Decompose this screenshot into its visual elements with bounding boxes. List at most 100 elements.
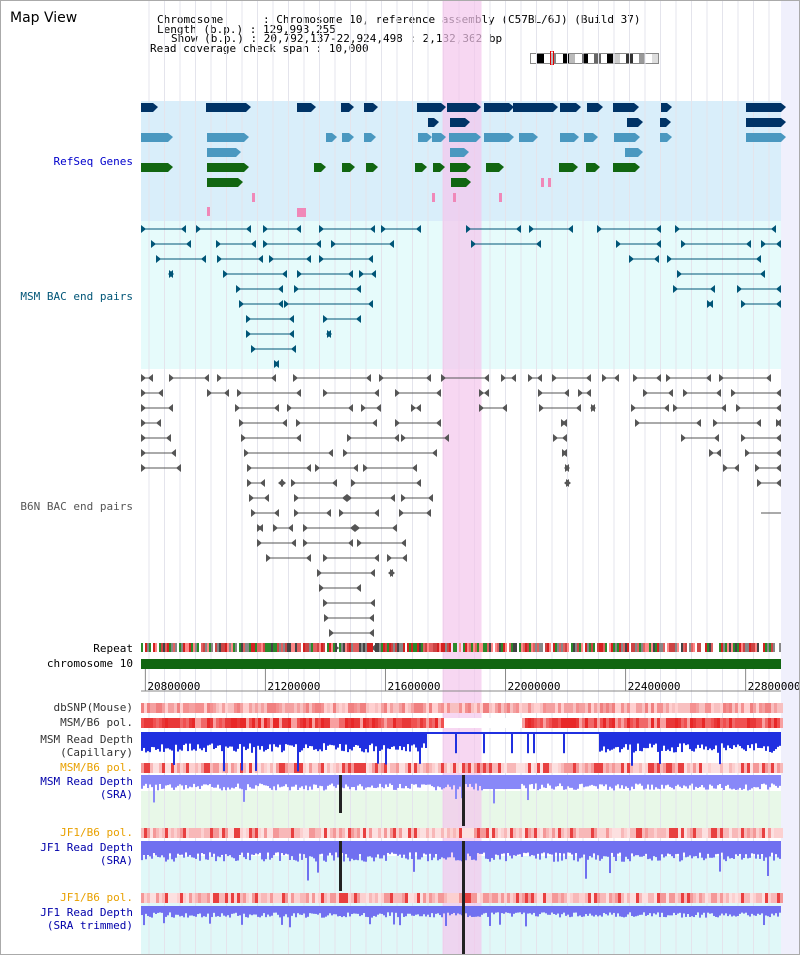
dbsnp-variant xyxy=(144,703,147,713)
msm-bac-pair-end xyxy=(681,240,686,248)
jf1-sra-depth-bar xyxy=(539,841,541,860)
jf1-trim-depth-bar xyxy=(773,906,775,916)
msm-b6-polymorphism xyxy=(690,763,693,773)
msm-sra-depth-bar xyxy=(679,775,681,787)
chromosome-label: chromosome 10 xyxy=(46,657,133,670)
msm-capillary-depth-bar xyxy=(163,732,165,752)
jf1-b6-polymorphism xyxy=(534,893,537,903)
msm-sra-depth-bar xyxy=(421,775,423,785)
jf1-b6-polymorphism xyxy=(222,893,225,903)
msm-b6-polymorphism xyxy=(666,718,669,728)
info-sep: : xyxy=(249,23,257,36)
msm-bac-pair-end xyxy=(223,270,228,278)
msm-b6-polymorphism xyxy=(327,718,330,728)
msm-capillary-depth-bar xyxy=(293,732,295,747)
repeat-feature xyxy=(529,643,531,652)
msm-b6-polymorphism xyxy=(639,718,642,728)
msm-depth-sra-label[interactable]: MSM Read Depth (SRA) xyxy=(40,775,133,801)
jf1-sra-depth-bar xyxy=(451,841,453,853)
msm-sra-depth-bar xyxy=(613,775,615,791)
msm-depth-capillary-label[interactable]: MSM Read Depth (Capillary) xyxy=(40,733,133,759)
jf1-trim-depth-bar xyxy=(523,906,525,913)
jf1-sra-depth-bar xyxy=(707,841,709,854)
b6n-bac-pair-end xyxy=(274,404,279,412)
repeat-feature xyxy=(243,643,245,652)
jf1-pol2-label[interactable]: JF1/B6 pol. xyxy=(60,891,133,904)
repeat-feature xyxy=(343,643,345,652)
b6n-bac-pair-end xyxy=(207,389,212,397)
b6n-bac-pair-end xyxy=(141,389,146,397)
jf1-b6-polymorphism xyxy=(603,893,606,903)
jf1-b6-polymorphism xyxy=(360,828,363,838)
jf1-sra-depth-bar xyxy=(485,841,487,859)
msm-capillary-depth-bar xyxy=(177,732,179,752)
jf1-trim-depth-bar xyxy=(745,906,747,913)
dbsnp-label[interactable]: dbSNP(Mouse) xyxy=(53,701,133,714)
msm-capillary-depth-bar xyxy=(751,732,753,745)
jf1-sra-depth-bar xyxy=(543,841,545,853)
msm-sra-depth-bar xyxy=(585,775,587,787)
jf1-b6-polymorphism xyxy=(330,893,333,903)
jf1-sra-depth-bar xyxy=(281,841,283,854)
msm-b6-polymorphism xyxy=(513,718,516,728)
msm-capillary-depth-bar xyxy=(521,732,523,734)
jf1-sra-depth-bar xyxy=(617,841,619,854)
msm-capillary-depth-bar xyxy=(453,732,455,734)
repeat-feature xyxy=(269,643,271,652)
msm-b6-pol-label[interactable]: MSM/B6 pol. xyxy=(60,716,133,729)
repeat-feature xyxy=(389,643,391,652)
jf1-b6-polymorphism xyxy=(507,828,510,838)
jf1-b6-polymorphism xyxy=(582,893,585,903)
msm-depth-capillary-label-2: (Capillary) xyxy=(60,746,133,759)
msm-capillary-depth-bar xyxy=(741,732,743,749)
msm-sra-depth-bar xyxy=(179,775,181,785)
msm-sra-depth-bar xyxy=(663,775,665,789)
msm-capillary-depth-bar xyxy=(175,732,177,745)
jf1-sra-depth-bar xyxy=(267,841,269,853)
msm-sra-depth-bar xyxy=(383,775,385,789)
jf1-trim-depth-bar xyxy=(209,906,211,924)
b6n-bac-pair-end xyxy=(392,524,397,532)
dbsnp-variant xyxy=(177,703,180,713)
msm-b6-polymorphism xyxy=(198,763,201,773)
msm-capillary-depth-bar xyxy=(279,732,281,745)
msm-sra-depth-bar xyxy=(453,775,455,786)
jf1-sra-depth-bar xyxy=(297,841,299,862)
jf1-b6-polymorphism xyxy=(213,893,216,903)
msm-capillary-depth-bar xyxy=(547,732,549,734)
jf1-pol-label[interactable]: JF1/B6 pol. xyxy=(60,826,133,839)
repeat-feature xyxy=(753,643,755,652)
jf1-b6-polymorphism xyxy=(414,828,417,838)
dbsnp-variant xyxy=(162,703,165,713)
msm-capillary-depth-bar xyxy=(215,732,217,748)
b6n-bac-label[interactable]: B6N BAC end pairs xyxy=(20,500,133,513)
jf1-sra-depth-bar xyxy=(365,841,367,862)
msm-b6-polymorphism xyxy=(228,718,231,728)
b6n-bac-pair-end xyxy=(502,404,507,412)
repeat-feature xyxy=(667,643,669,652)
msm-capillary-depth-bar xyxy=(765,732,767,751)
msm-b6-polymorphism xyxy=(357,763,360,773)
msm-b6-polymorphism xyxy=(483,718,486,728)
msm-bac-label[interactable]: MSM BAC end pairs xyxy=(20,290,133,303)
jf1-trim-depth-bar xyxy=(601,906,603,917)
repeat-feature xyxy=(429,643,431,652)
repeat-feature xyxy=(663,643,665,652)
msm-b6-pol2-label[interactable]: MSM/B6 pol. xyxy=(60,761,133,774)
jf1-depth-sra-label[interactable]: JF1 Read Depth (SRA) xyxy=(40,841,133,867)
jf1-depth-trim-label[interactable]: JF1 Read Depth (SRA trimmed) xyxy=(40,906,133,932)
msm-b6-polymorphism xyxy=(363,718,366,728)
msm-capillary-depth-bar xyxy=(677,732,679,747)
msm-capillary-depth-bar xyxy=(549,732,551,734)
refseq-genes-label[interactable]: RefSeq Genes xyxy=(53,155,133,168)
msm-b6-polymorphism xyxy=(624,763,627,773)
dbsnp-variant xyxy=(621,703,624,713)
b6n-bac-pair-end xyxy=(501,374,506,382)
msm-b6-polymorphism xyxy=(630,763,633,773)
refseq-small-feature xyxy=(297,208,306,217)
jf1-b6-polymorphism xyxy=(456,828,459,838)
repeat-feature xyxy=(227,643,229,652)
jf1-trim-depth-bar xyxy=(291,906,293,916)
repeat-feature xyxy=(329,643,331,652)
